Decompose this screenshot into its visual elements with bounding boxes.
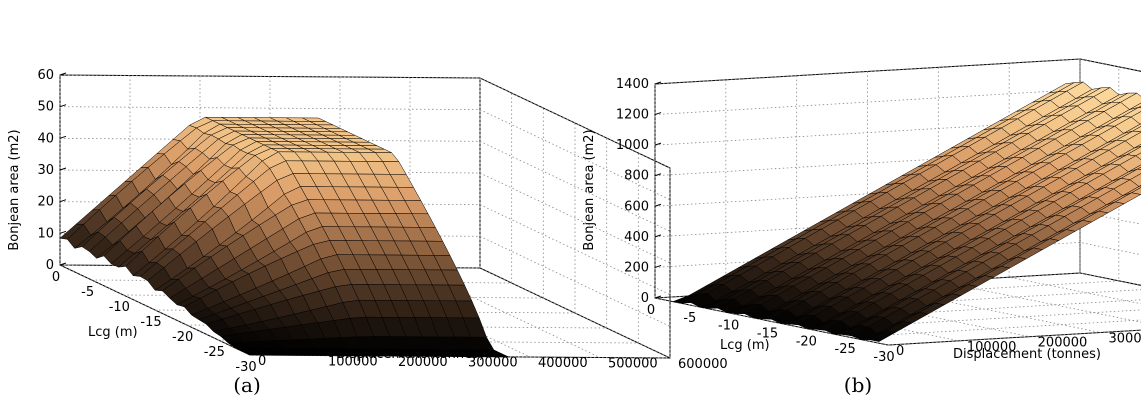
- z-tick: [59, 262, 67, 266]
- x-tick-label: -15: [140, 315, 161, 330]
- x-axis-label: Lcg (m): [720, 338, 770, 353]
- z-tick: [59, 135, 67, 139]
- z-tick-label: 1400: [616, 77, 649, 92]
- x-tick-label: -10: [718, 319, 739, 334]
- z-tick-label: 1000: [616, 138, 649, 153]
- y-gridline: [654, 84, 889, 346]
- z-tick-label: 20: [37, 195, 54, 210]
- surface-cell: [1135, 152, 1141, 161]
- z-tick-label: 30: [37, 163, 54, 178]
- y-gridline: [937, 67, 1141, 323]
- z-tick-label: 1200: [616, 108, 649, 123]
- y-tick-label: 100000: [328, 355, 378, 370]
- x-tick-label: 0: [647, 303, 655, 318]
- y-tick-label: 0: [258, 354, 266, 369]
- x-tick-label: -5: [81, 285, 94, 300]
- caption-a: (a): [233, 373, 261, 397]
- x-axis-label: Lcg (m): [88, 325, 138, 340]
- z-tick: [654, 264, 662, 268]
- y-tick-label: 100000: [967, 340, 1017, 355]
- z-tick: [59, 167, 67, 171]
- x-tick-label: -20: [172, 330, 193, 345]
- z-tick-label: 0: [641, 291, 649, 306]
- z-tick: [654, 112, 662, 116]
- x-tick-label: -25: [835, 342, 856, 357]
- z-axis-label: Bonjean area (m2): [582, 129, 597, 250]
- x-tick-label: -15: [757, 327, 778, 342]
- surface-cell: [242, 351, 267, 356]
- y-tick-label: 200000: [1038, 336, 1088, 351]
- z-tick: [59, 230, 67, 234]
- caption-b: (b): [844, 373, 872, 397]
- x-tick-label: 0: [52, 270, 60, 285]
- z-tick-label: 60: [37, 68, 54, 83]
- x-tick-label: -30: [873, 350, 894, 365]
- z-tick-label: 800: [624, 169, 649, 184]
- z-gridline: [59, 106, 671, 201]
- z-tick-label: 0: [46, 258, 54, 273]
- z-tick-label: 50: [37, 100, 54, 115]
- x-tick-label: -25: [204, 345, 225, 360]
- surface-plot-b: 0 200 400 600 800 1000 1200 1400 0 -5 -10 -15 -20 -25…: [582, 58, 1141, 397]
- x-tick-label: -20: [796, 334, 817, 349]
- y-tick-label: 300000: [1109, 332, 1141, 347]
- y-tick-label: 600000: [678, 357, 728, 372]
- y-gridline: [796, 75, 1030, 338]
- z-tick: [654, 142, 662, 146]
- z-tick: [654, 203, 662, 207]
- x-tick-label: -5: [683, 311, 696, 326]
- y-tick-label: 500000: [608, 357, 658, 372]
- y-gridline: [867, 71, 1101, 333]
- surface-cell: [1137, 105, 1141, 108]
- z-tick: [59, 104, 67, 108]
- z-axis-label: Bonjean area (m2): [7, 129, 22, 250]
- y-tick-label: 300000: [468, 356, 518, 371]
- z-tick-label: 40: [37, 131, 54, 146]
- z-tick: [59, 199, 67, 203]
- surface-cell: [869, 330, 897, 342]
- z-tick-label: 400: [624, 230, 649, 245]
- z-tick-label: 600: [624, 199, 649, 214]
- y-tick-label: 400000: [538, 356, 588, 371]
- z-tick-label: 10: [37, 226, 54, 241]
- y-tick-label: 0: [896, 344, 904, 359]
- y-tick-label: 200000: [398, 355, 448, 370]
- z-tick: [654, 295, 662, 299]
- z-tick: [654, 81, 662, 85]
- y-axis-label: Displacement (tonnes): [953, 347, 1101, 362]
- z-tick-label: 200: [624, 260, 649, 275]
- x-tick-label: -30: [235, 360, 256, 375]
- z-tick: [654, 234, 662, 238]
- z-tick: [59, 72, 67, 76]
- x-tick-label: -10: [109, 300, 130, 315]
- z-tick: [654, 173, 662, 177]
- y-axis-label: Displacement (tonnes): [336, 347, 484, 362]
